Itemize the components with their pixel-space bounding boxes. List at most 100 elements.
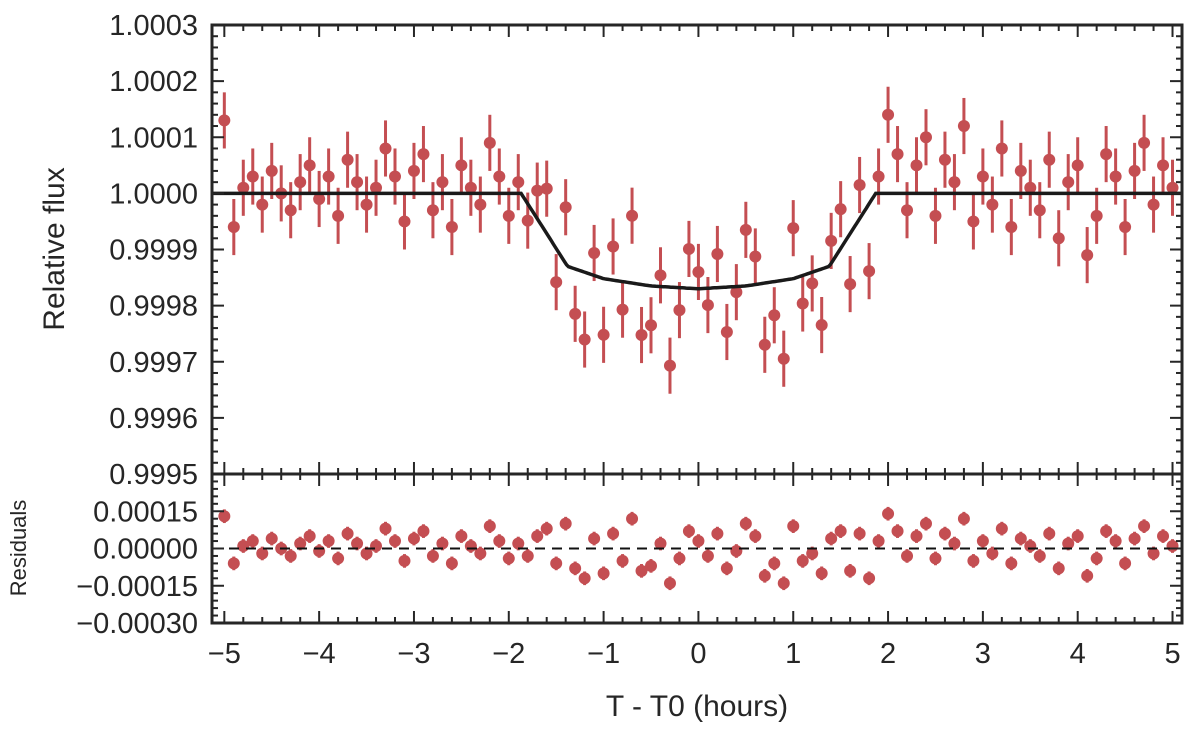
flux-point	[303, 159, 316, 172]
residual-point	[379, 522, 392, 535]
flux-point	[938, 153, 951, 166]
flux-point	[701, 299, 714, 312]
residual-point	[474, 547, 487, 560]
residual-point	[445, 557, 458, 570]
residual-point	[882, 507, 895, 520]
flux-point	[919, 131, 932, 144]
residual-y-tick-label: 0.00000	[93, 534, 198, 566]
flux-point	[863, 265, 876, 278]
flux-point	[739, 223, 752, 236]
residual-point	[995, 522, 1008, 535]
residual-point	[332, 552, 345, 565]
residual-point	[701, 549, 714, 562]
residual-point	[1119, 557, 1132, 570]
flux-point	[967, 215, 980, 228]
residual-point	[768, 557, 781, 570]
flux-point	[407, 164, 420, 177]
residual-point	[569, 562, 582, 575]
flux-point	[389, 170, 402, 183]
flux-point	[796, 297, 809, 310]
residual-y-tick-label: −0.00030	[76, 608, 198, 640]
flux-point	[464, 181, 477, 194]
residual-point	[265, 532, 278, 545]
flux-point	[976, 170, 989, 183]
flux-point	[616, 303, 629, 316]
flux-point	[758, 338, 771, 351]
flux-point	[806, 277, 819, 290]
residual-point	[1014, 532, 1027, 545]
axes: −5 −4 −3 −2 −1 0 1 2 3 4 5 0.9995 0.9996 0.9997 0.9998…	[76, 10, 1184, 670]
y-tick-label: 1.0000	[109, 178, 198, 210]
residual-point	[872, 535, 885, 548]
flux-point	[417, 148, 430, 161]
residual-point	[417, 525, 430, 538]
residual-point	[284, 549, 297, 562]
residual-point	[711, 527, 724, 540]
residual-point	[1138, 520, 1151, 533]
residual-point	[512, 537, 525, 550]
flux-point	[246, 170, 259, 183]
residual-point	[1081, 569, 1094, 582]
flux-point	[986, 198, 999, 211]
residual-point	[815, 567, 828, 580]
flux-point	[398, 215, 411, 228]
residual-y-tick-label: −0.00015	[76, 571, 198, 603]
flux-point	[995, 142, 1008, 155]
residual-point	[370, 540, 383, 553]
flux-point	[853, 179, 866, 192]
residual-point	[986, 547, 999, 560]
flux-point	[493, 170, 506, 183]
y-axis-label: Relative flux	[38, 167, 71, 330]
residual-point	[1090, 552, 1103, 565]
residual-point	[1157, 530, 1170, 543]
residual-point	[1100, 525, 1113, 538]
residual-point	[976, 535, 989, 548]
residual-point	[588, 532, 601, 545]
residual-point	[730, 544, 743, 557]
y-tick-label: 1.0003	[109, 10, 198, 42]
residual-point	[967, 554, 980, 567]
flux-point	[901, 204, 914, 217]
flux-point	[872, 170, 885, 183]
flux-point	[474, 198, 487, 211]
flux-point	[436, 176, 449, 189]
residual-point	[1147, 547, 1160, 560]
flux-point	[673, 304, 686, 317]
residual-point	[559, 517, 572, 530]
residual-point	[787, 520, 800, 533]
flux-point	[578, 333, 591, 346]
flux-point	[1062, 176, 1075, 189]
residual-point	[654, 537, 667, 550]
residual-point	[1062, 537, 1075, 550]
residual-point	[796, 554, 809, 567]
residual-point	[758, 569, 771, 582]
x-tick-label: 5	[1164, 638, 1180, 670]
flux-point	[1138, 136, 1151, 149]
flux-point	[502, 209, 515, 222]
residual-point	[682, 525, 695, 538]
flux-point	[597, 328, 610, 341]
flux-point	[588, 246, 601, 259]
residual-point	[806, 547, 819, 560]
flux-point	[607, 240, 620, 253]
residual-point	[294, 537, 307, 550]
residual-point	[521, 549, 534, 562]
flux-point	[455, 159, 468, 172]
flux-point	[787, 222, 800, 235]
flux-point	[1090, 209, 1103, 222]
residual-point	[426, 549, 439, 562]
residual-point	[227, 557, 240, 570]
flux-point	[1109, 170, 1122, 183]
flux-point	[569, 307, 582, 320]
flux-point	[957, 120, 970, 133]
flux-point	[1081, 249, 1094, 262]
x-tick-label: −1	[587, 638, 620, 670]
x-tick-label: −3	[397, 638, 430, 670]
flux-point	[626, 209, 639, 222]
flux-point	[313, 192, 326, 205]
residual-point	[531, 530, 544, 543]
residual-point	[626, 512, 639, 525]
flux-point	[1119, 221, 1132, 234]
residual-point	[825, 532, 838, 545]
flux-point	[682, 242, 695, 255]
